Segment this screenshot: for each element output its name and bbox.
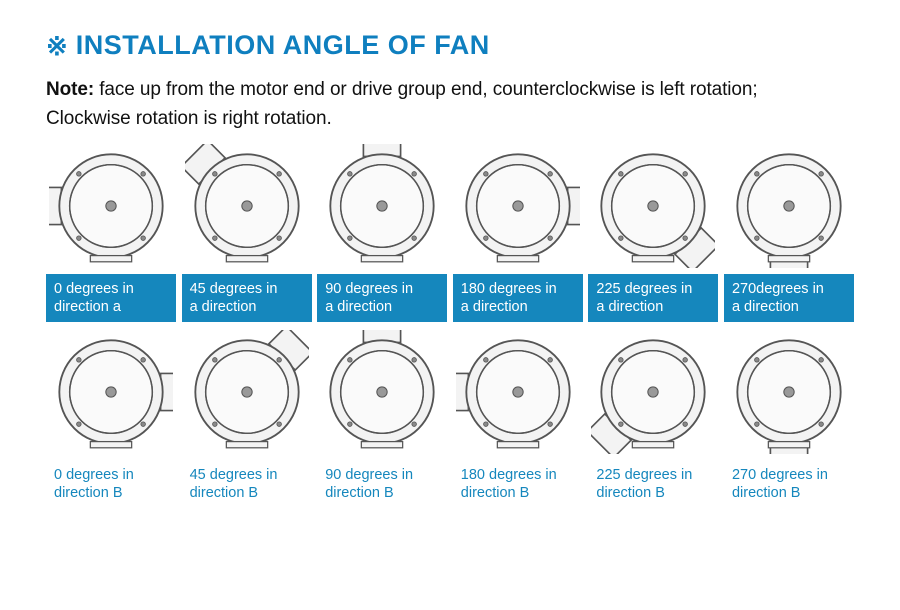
fan-diagram (182, 328, 312, 456)
fan-icon (185, 330, 309, 454)
angle-label-line1: 180 degrees in (461, 466, 577, 484)
angle-label-line2: a direction (325, 298, 441, 316)
row-a-images (46, 140, 854, 272)
angle-label-line1: 90 degrees in (325, 280, 441, 298)
note-bold: Note: (46, 79, 94, 100)
page: ※ INSTALLATION ANGLE OF FAN Note: face u… (0, 0, 900, 610)
fan-diagram (724, 328, 854, 456)
angle-label-line2: direction a (54, 298, 170, 316)
fan-icon (320, 330, 444, 454)
note-line-1: Note: face up from the motor end or driv… (46, 75, 854, 104)
fan-icon (727, 144, 851, 268)
row-b-labels: 0 degrees indirection B45 degrees indire… (46, 460, 854, 508)
angle-label: 180 degrees ina direction (453, 274, 583, 322)
angle-label-line2: a direction (596, 298, 712, 316)
angle-label: 270 degrees indirection B (724, 460, 854, 508)
row-b-images (46, 326, 854, 458)
fan-diagram (453, 328, 583, 456)
angle-label: 270degrees ina direction (724, 274, 854, 322)
angle-label-line2: direction B (732, 484, 848, 502)
fan-icon (49, 330, 173, 454)
angle-label-line1: 0 degrees in (54, 466, 170, 484)
fan-icon (591, 330, 715, 454)
fan-diagram (317, 328, 447, 456)
angle-label-line1: 225 degrees in (596, 466, 712, 484)
fan-icon (185, 144, 309, 268)
fan-icon (49, 144, 173, 268)
angle-label-line1: 45 degrees in (190, 466, 306, 484)
angle-label-line2: direction B (190, 484, 306, 502)
fan-diagram (724, 142, 854, 270)
angle-label: 90 degrees indirection B (317, 460, 447, 508)
angle-label: 45 degrees indirection B (182, 460, 312, 508)
angle-label: 0 degrees indirection a (46, 274, 176, 322)
page-title: INSTALLATION ANGLE OF FAN (76, 30, 490, 61)
angle-label: 45 degrees ina direction (182, 274, 312, 322)
angle-label: 0 degrees indirection B (46, 460, 176, 508)
angle-label-line1: 45 degrees in (190, 280, 306, 298)
angle-label-line2: direction B (54, 484, 170, 502)
angle-label: 90 degrees ina direction (317, 274, 447, 322)
note-line-2: Clockwise rotation is right rotation. (46, 104, 854, 133)
fan-diagram (182, 142, 312, 270)
angle-label: 180 degrees indirection B (453, 460, 583, 508)
angle-label-line1: 270degrees in (732, 280, 848, 298)
angle-label-line2: a direction (190, 298, 306, 316)
angle-label-line2: direction B (461, 484, 577, 502)
fan-icon (456, 144, 580, 268)
angle-label-line2: a direction (461, 298, 577, 316)
fan-diagram (588, 328, 718, 456)
fan-icon (456, 330, 580, 454)
angle-label-line1: 270 degrees in (732, 466, 848, 484)
angle-label-line2: direction B (596, 484, 712, 502)
fan-diagram (317, 142, 447, 270)
diagram-grid: 0 degrees indirection a45 degrees ina di… (46, 140, 854, 509)
row-a-labels: 0 degrees indirection a45 degrees ina di… (46, 274, 854, 322)
angle-label-line1: 0 degrees in (54, 280, 170, 298)
fan-icon (591, 144, 715, 268)
angle-label-line2: direction B (325, 484, 441, 502)
fan-icon (320, 144, 444, 268)
fan-diagram (46, 328, 176, 456)
angle-label: 225 degrees ina direction (588, 274, 718, 322)
angle-label-line2: a direction (732, 298, 848, 316)
reference-mark-icon: ※ (46, 33, 68, 59)
angle-label-line1: 180 degrees in (461, 280, 577, 298)
note-text-1: face up from the motor end or drive grou… (94, 79, 757, 100)
fan-diagram (453, 142, 583, 270)
angle-label-line1: 225 degrees in (596, 280, 712, 298)
fan-diagram (46, 142, 176, 270)
angle-label: 225 degrees indirection B (588, 460, 718, 508)
fan-diagram (588, 142, 718, 270)
fan-icon (727, 330, 851, 454)
angle-label-line1: 90 degrees in (325, 466, 441, 484)
title-row: ※ INSTALLATION ANGLE OF FAN (46, 30, 854, 61)
